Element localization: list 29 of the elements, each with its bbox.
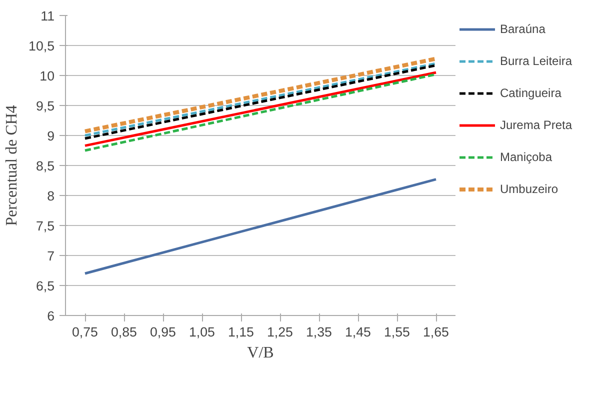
y-tick-label: 9 xyxy=(47,128,55,144)
x-tick-label: 0,85 xyxy=(111,324,137,340)
legend-label: Umbuzeiro xyxy=(500,182,558,196)
x-tick-label: 1,05 xyxy=(189,324,215,340)
x-tick-label: 0,75 xyxy=(72,324,98,340)
y-tick-label: 7,5 xyxy=(36,218,55,234)
x-tick-label: 0,95 xyxy=(150,324,176,340)
x-tick-label: 1,55 xyxy=(384,324,410,340)
x-tick-label: 1,45 xyxy=(345,324,371,340)
legend-label: Baraúna xyxy=(500,22,546,36)
y-tick-label: 6 xyxy=(47,308,55,324)
x-tick-label: 1,35 xyxy=(306,324,332,340)
x-tick-label: 1,65 xyxy=(423,324,449,340)
y-tick-label: 11 xyxy=(40,8,55,24)
y-tick-label: 10,5 xyxy=(28,38,55,54)
legend-label: Maniçoba xyxy=(500,150,552,164)
legend-label: Catingueira xyxy=(500,86,562,100)
x-tick-label: 1,15 xyxy=(228,324,254,340)
x-axis-title: V/B xyxy=(247,344,274,362)
x-tick-label: 1,25 xyxy=(267,324,293,340)
y-axis-title: Percentual de CH4 xyxy=(4,105,21,226)
legend-label: Jurema Preta xyxy=(500,118,572,132)
legend-label: Burra Leiteira xyxy=(500,54,572,68)
y-tick-label: 8,5 xyxy=(36,158,55,174)
y-tick-label: 8 xyxy=(47,188,55,204)
y-tick-label: 9,5 xyxy=(36,98,55,114)
y-tick-label: 10 xyxy=(40,68,55,84)
y-tick-label: 6,5 xyxy=(36,278,55,294)
y-tick-label: 7 xyxy=(47,248,55,264)
